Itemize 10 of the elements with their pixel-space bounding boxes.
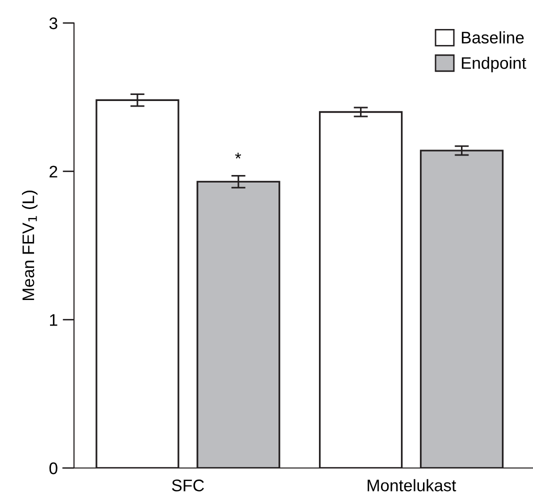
annotation: *: [235, 152, 242, 159]
x-tick-label: SFC: [172, 480, 204, 492]
y-tick-label: 1: [50, 314, 58, 326]
y-tick-label: 2: [50, 166, 58, 178]
y-tick-label: 0: [49, 462, 58, 474]
legend-label: Baseline: [462, 31, 524, 44]
x-tick-label: Montelukast: [368, 479, 456, 492]
y-axis-title: Mean FEV$_{1}$ (L): [22, 190, 38, 300]
legend-label: Endpoint: [462, 56, 526, 72]
y-tick-label: 3: [49, 17, 58, 30]
